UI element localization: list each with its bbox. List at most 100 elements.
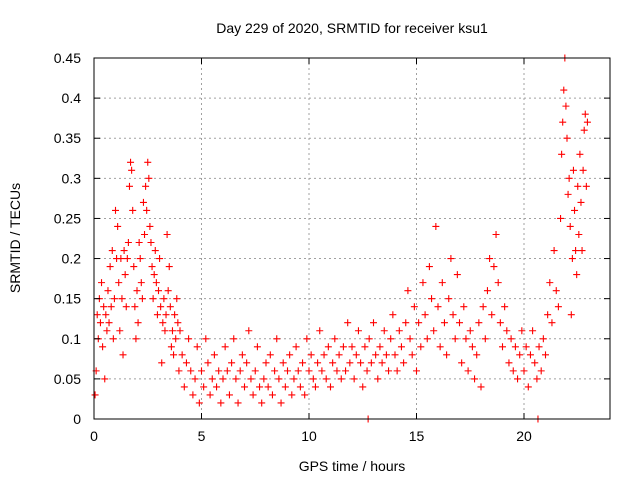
data-point — [548, 319, 556, 327]
data-point — [271, 367, 279, 375]
data-point — [488, 311, 496, 319]
data-point — [168, 327, 176, 335]
data-point — [129, 206, 137, 214]
data-point — [329, 359, 337, 367]
data-point — [142, 182, 150, 190]
data-point — [468, 343, 476, 351]
data-point — [413, 367, 420, 375]
data-points — [91, 54, 591, 423]
data-point — [151, 247, 159, 255]
y-tick-label: 0.05 — [54, 371, 81, 387]
data-point — [152, 279, 160, 287]
y-tick-label: 0.2 — [62, 251, 82, 267]
data-point — [314, 359, 322, 367]
data-point — [357, 359, 365, 367]
data-point — [479, 303, 487, 311]
data-point — [164, 287, 172, 295]
x-tick-labels: 0 5 10 15 20 — [90, 428, 532, 444]
data-point — [565, 174, 573, 182]
data-point — [165, 263, 173, 271]
data-point — [378, 359, 386, 367]
data-point — [136, 255, 144, 263]
x-tick-label: 5 — [198, 428, 206, 444]
data-point — [279, 359, 287, 367]
data-point — [537, 367, 545, 375]
data-point — [562, 102, 570, 110]
data-point — [509, 367, 517, 375]
data-point — [132, 335, 140, 343]
data-point — [354, 327, 362, 335]
data-point — [494, 279, 502, 287]
data-point — [158, 359, 166, 367]
data-point — [406, 335, 414, 343]
x-tick-label: 10 — [301, 428, 317, 444]
data-point — [526, 351, 534, 359]
data-point — [166, 303, 174, 311]
data-point — [110, 295, 118, 303]
data-point — [324, 343, 332, 351]
data-point — [320, 351, 328, 359]
data-point — [578, 247, 586, 255]
data-point — [415, 319, 423, 327]
data-point — [93, 311, 101, 319]
data-point — [473, 351, 481, 359]
data-point — [503, 327, 511, 335]
data-point — [563, 134, 571, 142]
data-point — [327, 383, 334, 391]
data-point — [567, 311, 575, 319]
data-point — [305, 367, 313, 375]
data-point — [423, 335, 431, 343]
data-point — [178, 351, 186, 359]
data-point — [318, 367, 326, 375]
data-point — [483, 287, 491, 295]
y-tick-label: 0.35 — [54, 130, 81, 146]
data-point — [389, 311, 397, 319]
data-point — [393, 367, 401, 375]
data-point — [333, 367, 341, 375]
plot-frame — [93, 57, 611, 420]
data-point — [367, 359, 375, 367]
data-point — [311, 383, 319, 391]
data-point — [557, 214, 565, 222]
x-tick-label: 15 — [409, 428, 425, 444]
data-point — [144, 158, 152, 166]
data-point — [490, 263, 498, 271]
data-point — [514, 375, 522, 383]
data-point — [574, 182, 582, 190]
data-point — [404, 287, 412, 295]
data-point — [397, 343, 405, 351]
data-point — [213, 383, 221, 391]
data-point — [387, 335, 395, 343]
data-point — [125, 182, 133, 190]
y-tick-labels: 0 0.05 0.1 0.15 0.2 0.25 0.3 0.35 0.4 0.45 — [54, 50, 81, 427]
data-point — [228, 359, 236, 367]
data-point — [486, 255, 494, 263]
x-tick-label: 20 — [516, 428, 532, 444]
data-point — [309, 375, 317, 383]
data-point — [215, 367, 223, 375]
data-point — [352, 351, 360, 359]
data-point — [106, 263, 114, 271]
data-point — [380, 327, 388, 335]
data-point — [572, 247, 580, 255]
data-point — [580, 126, 588, 134]
data-point — [385, 367, 393, 375]
data-point — [268, 391, 276, 399]
data-point — [440, 319, 448, 327]
data-point — [105, 319, 113, 327]
data-point — [458, 359, 466, 367]
y-tick-label: 0.3 — [62, 170, 82, 186]
axis-ticks — [93, 57, 610, 420]
data-point — [160, 295, 168, 303]
data-point — [460, 303, 468, 311]
data-point — [167, 343, 175, 351]
data-point — [481, 335, 489, 343]
data-point — [408, 351, 416, 359]
y-tick-label: 0.15 — [54, 291, 81, 307]
data-point — [370, 319, 377, 327]
data-point — [339, 343, 347, 351]
data-point — [195, 399, 203, 407]
data-point — [294, 367, 302, 375]
data-point — [219, 375, 227, 383]
data-point — [552, 287, 560, 295]
